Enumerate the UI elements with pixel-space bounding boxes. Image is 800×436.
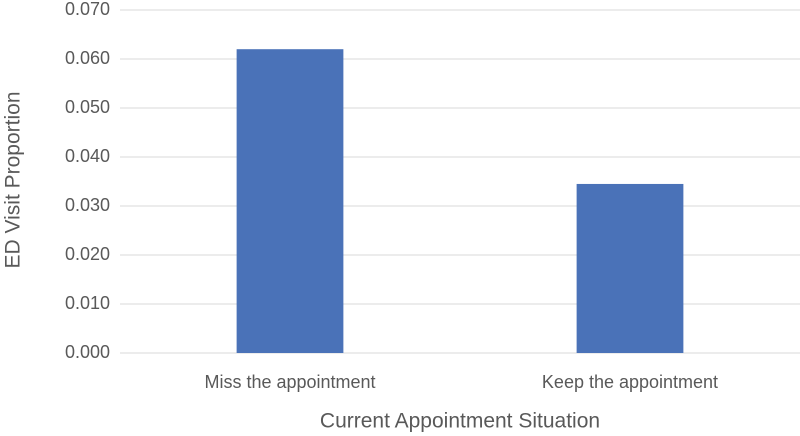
y-tick-label: 0.020 bbox=[65, 244, 110, 264]
y-tick-label: 0.030 bbox=[65, 195, 110, 215]
y-tick-label: 0.010 bbox=[65, 293, 110, 313]
y-tick-label: 0.060 bbox=[65, 48, 110, 68]
y-tick-label: 0.050 bbox=[65, 97, 110, 117]
bar bbox=[236, 49, 344, 353]
y-tick-label: 0.070 bbox=[65, 0, 110, 19]
x-tick-label: Miss the appointment bbox=[204, 372, 375, 392]
y-tick-label: 0.000 bbox=[65, 342, 110, 362]
x-tick-label: Keep the appointment bbox=[542, 372, 718, 392]
y-tick-label: 0.040 bbox=[65, 146, 110, 166]
y-axis-title: ED Visit Proportion bbox=[2, 91, 25, 268]
bar bbox=[576, 183, 684, 353]
x-axis-title: Current Appointment Situation bbox=[320, 410, 600, 433]
